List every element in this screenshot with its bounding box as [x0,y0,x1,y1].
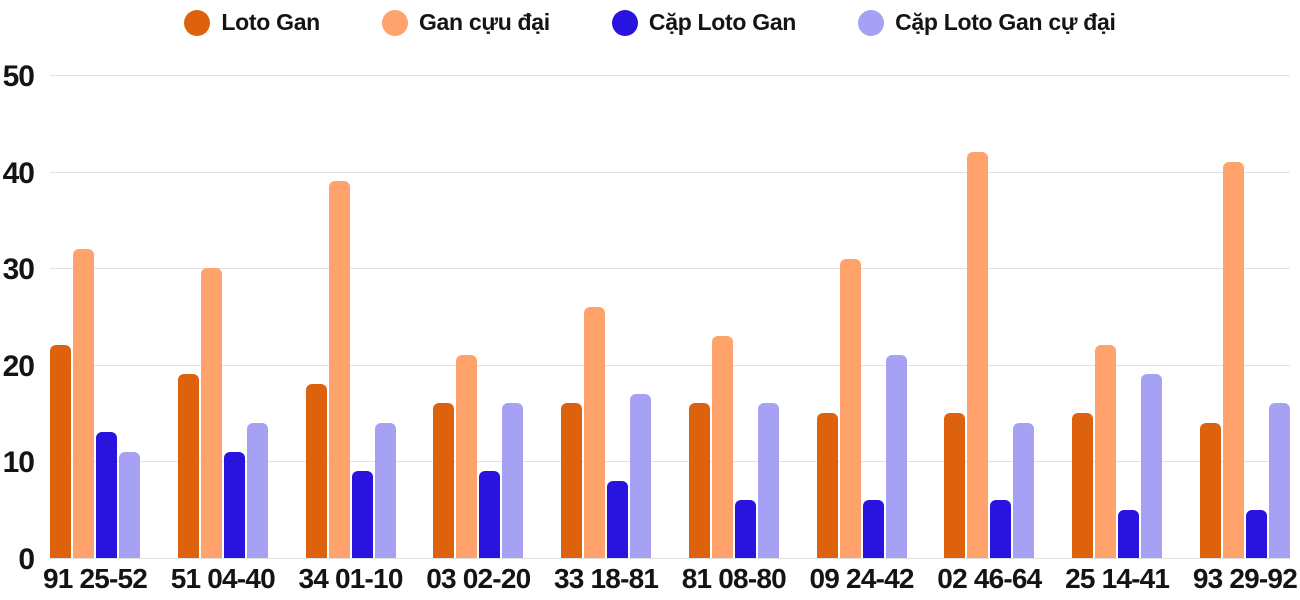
gridline [50,171,1290,173]
bar [374,422,396,558]
bar [73,248,94,558]
bar [1072,413,1094,558]
legend-dot-icon [858,9,885,36]
bar [757,403,779,558]
bar [479,471,501,558]
legend-dot-icon [611,9,638,36]
bar [584,306,606,558]
y-tick-label: 0 [18,543,35,576]
legend-label: Cặp Loto Gan [648,9,797,35]
x-axis: 91 25-52 51 04-40 34 01-10 03 02-20 33 18-81… [42,563,1298,595]
bar [433,403,455,558]
y-axis: 0 10 20 30 40 50 [0,62,35,575]
bar [177,374,199,558]
bar [1095,345,1117,558]
bar [328,181,350,558]
bar [1222,161,1244,558]
y-tick-label: 20 [2,349,35,383]
x-tick-label: 34 01-10 [298,563,403,594]
legend-label: Gan cựu đại [418,9,550,35]
bar [967,152,989,558]
bar [1013,422,1035,558]
bar-group [944,75,1035,558]
plot-area [50,75,1290,559]
gridline [50,558,1290,559]
bar [223,451,245,558]
bar [456,355,478,558]
bar-group [305,75,396,558]
bar [305,384,327,558]
bar-group [1072,75,1163,558]
legend-dot-icon [381,9,408,36]
bar [944,413,966,558]
bar-group [1199,75,1290,558]
bar [862,500,884,558]
bar-group [688,75,779,558]
bar-group [50,75,140,558]
y-tick-label: 10 [2,446,35,480]
y-tick-label: 40 [2,156,35,190]
x-tick-label: 91 25-52 [42,563,148,594]
bar-group [561,75,652,558]
bar [502,403,524,558]
bar [990,500,1012,558]
bar [1199,422,1221,558]
bar [1245,509,1267,558]
bar-group [177,75,268,558]
legend-dot-icon [184,9,211,36]
bar [246,422,268,558]
bar [711,335,733,558]
x-tick-label: 33 18-81 [554,563,659,594]
x-tick-label: 25 14-41 [1065,563,1170,594]
bar [1268,403,1290,558]
bar [561,403,583,558]
y-tick-label: 50 [2,60,35,93]
gridline [50,268,1290,270]
bar [816,413,838,558]
x-tick-label: 09 24-42 [809,563,915,594]
legend: Loto Gan Gan cựu đại Cặp Loto Gan Cặp Loto … [0,9,1300,36]
bar [839,258,861,558]
bar [607,480,629,558]
bar [50,345,71,558]
bars-layer [50,75,1290,558]
legend-label: Loto Gan [221,9,320,35]
bar [200,268,222,558]
x-tick-label: 02 46-64 [937,563,1042,594]
bar [96,432,117,558]
gridline [50,364,1290,366]
legend-item[interactable]: Loto Gan [184,9,320,36]
y-tick-label: 30 [2,253,35,287]
bar [351,471,373,558]
legend-label: Cặp Loto Gan cự đại [895,9,1116,35]
bar [1118,509,1140,558]
legend-item[interactable]: Gan cựu đại [381,9,550,36]
bar [630,393,652,558]
bar [885,355,907,558]
bar-group [816,75,907,558]
gridline [50,461,1290,463]
gridline [50,75,1290,76]
bar [119,451,140,558]
legend-item[interactable]: Cặp Loto Gan [611,9,797,36]
bar [734,500,756,558]
legend-item[interactable]: Cặp Loto Gan cự đại [858,9,1116,36]
x-tick-label: 03 02-20 [426,563,531,594]
bar [688,403,710,558]
x-tick-label: 51 04-40 [170,563,276,594]
bar [1141,374,1163,558]
x-tick-label: 81 08-80 [681,563,787,594]
x-tick-label: 93 29-92 [1192,563,1298,594]
bar-group [433,75,524,558]
